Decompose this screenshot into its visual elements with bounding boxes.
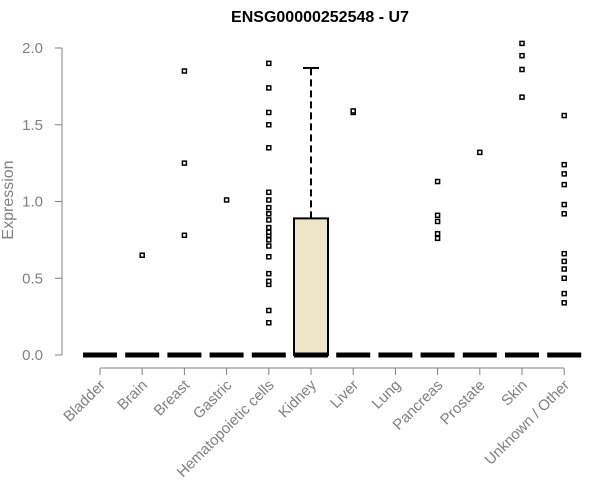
outlier-point <box>519 66 525 73</box>
outlier-point <box>266 85 272 91</box>
outlier-point <box>266 204 272 211</box>
y-tick-label: 1.0 <box>22 194 43 211</box>
box-group <box>505 40 539 358</box>
box-group <box>209 197 244 358</box>
box-group <box>462 149 497 358</box>
outlier-point <box>223 197 230 203</box>
outlier-point <box>266 60 272 67</box>
outlier-point <box>266 109 272 116</box>
x-tick-label: Kidney <box>275 376 320 421</box>
y-axis: 0.0 0.5 1.0 1.5 2.0 <box>22 40 63 364</box>
outlier-point <box>266 217 272 223</box>
outlier-point <box>139 252 145 258</box>
outlier-point <box>434 178 441 185</box>
box-group <box>293 66 329 358</box>
outlier-point <box>561 211 567 217</box>
x-tick-label: Brain <box>114 377 151 414</box>
outlier-point <box>266 224 272 231</box>
x-tick-label: Prostate <box>437 377 489 429</box>
box-group <box>420 178 455 358</box>
outlier-point <box>561 290 567 297</box>
chart-title: ENSG00000252548 - U7 <box>231 9 409 26</box>
outlier-point <box>266 237 272 243</box>
outlier-point <box>561 161 567 168</box>
outlier-point <box>266 307 272 314</box>
x-tick-label: Bladder <box>60 377 109 426</box>
outlier-point <box>561 300 567 306</box>
outlier-point <box>266 197 272 203</box>
outlier-point <box>181 68 188 74</box>
box-group <box>251 60 286 358</box>
outlier-point <box>561 266 567 272</box>
x-tick-label: Lung <box>369 377 405 413</box>
y-tick-label: 2.0 <box>22 40 43 57</box>
plot-area <box>83 40 582 358</box>
box-group <box>125 252 160 358</box>
outlier-point <box>561 171 567 177</box>
outlier-point <box>561 112 567 119</box>
outlier-point <box>519 40 525 47</box>
outlier-point <box>561 201 567 208</box>
outlier-point <box>561 258 567 265</box>
outlier-point <box>266 254 272 260</box>
outlier-point <box>266 243 272 249</box>
outlier-point <box>266 211 272 217</box>
y-tick-label: 0.5 <box>22 270 43 287</box>
outlier-point <box>434 235 441 242</box>
outlier-point <box>477 149 483 156</box>
box <box>293 217 329 356</box>
outlier-point <box>350 108 356 114</box>
outlier-point <box>181 160 188 166</box>
outlier-point <box>266 122 272 128</box>
outlier-point <box>266 278 272 285</box>
box-group <box>547 112 582 358</box>
outlier-point <box>266 270 272 277</box>
outlier-point <box>266 189 272 196</box>
outlier-point <box>561 250 567 257</box>
outlier-point <box>519 52 525 59</box>
outlier-point <box>266 229 272 235</box>
x-tick-label: Skin <box>498 377 531 410</box>
outlier-point <box>266 145 272 151</box>
x-tick-label: Liver <box>327 377 362 412</box>
y-axis-label: Expression <box>0 160 17 239</box>
x-tick-label: Breast <box>151 376 194 419</box>
outlier-point <box>181 232 188 239</box>
outlier-point <box>519 94 525 100</box>
box-group <box>336 108 371 358</box>
box-group <box>167 68 202 358</box>
outlier-point <box>434 218 441 225</box>
outlier-point <box>561 275 567 281</box>
outlier-point <box>561 181 567 188</box>
y-tick-label: 1.5 <box>22 117 43 134</box>
outlier-point <box>434 230 441 237</box>
y-tick-label: 0.0 <box>22 347 43 364</box>
outlier-point <box>434 212 441 219</box>
outlier-point <box>266 320 272 326</box>
